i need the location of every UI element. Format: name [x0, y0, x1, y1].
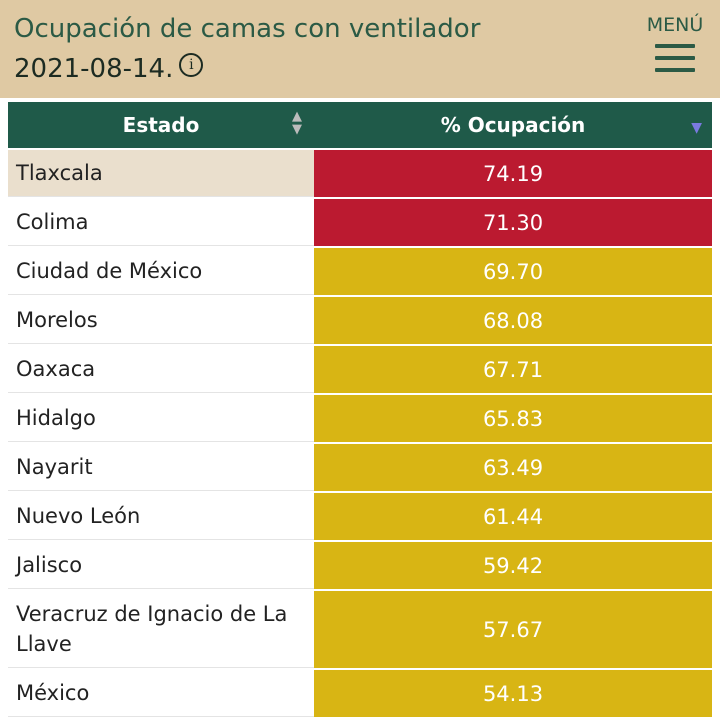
table-row[interactable]: Hidalgo 65.83 [8, 395, 712, 442]
column-label: Estado [122, 113, 200, 137]
table-row[interactable]: Morelos 68.08 [8, 297, 712, 344]
ocupacion-cell: 68.08 [314, 297, 712, 344]
ocupacion-cell: 61.44 [314, 493, 712, 540]
menu-label: MENÚ [646, 14, 704, 36]
sort-both-icon[interactable]: ▲ ▼ [292, 109, 302, 137]
estado-cell: Ciudad de México [8, 248, 314, 295]
table-row[interactable]: Veracruz de Ignacio de La Llave 57.67 [8, 591, 712, 668]
report-date: 2021-08-14. [14, 54, 174, 84]
estado-cell: México [8, 670, 314, 717]
ocupacion-cell: 67.71 [314, 346, 712, 393]
ocupacion-cell: 71.30 [314, 199, 712, 246]
ocupacion-cell: 74.19 [314, 150, 712, 197]
sort-descending-icon[interactable]: ▼ [691, 120, 702, 136]
date-line: 2021-08-14. i [14, 52, 204, 86]
hamburger-icon [655, 44, 695, 72]
ocupacion-cell: 59.42 [314, 542, 712, 589]
table-row[interactable]: Colima 71.30 [8, 199, 712, 246]
table-row[interactable]: Jalisco 59.42 [8, 542, 712, 589]
ocupacion-cell: 57.67 [314, 591, 712, 668]
table-row[interactable]: Nayarit 63.49 [8, 444, 712, 491]
estado-cell: Colima [8, 199, 314, 246]
table-row[interactable]: Nuevo León 61.44 [8, 493, 712, 540]
menu-button[interactable]: MENÚ [644, 14, 706, 80]
info-icon[interactable]: i [179, 53, 204, 77]
estado-cell: Hidalgo [8, 395, 314, 442]
estado-cell: Oaxaca [8, 346, 314, 393]
column-header-estado[interactable]: Estado ▲ ▼ [8, 102, 314, 148]
ocupacion-cell: 69.70 [314, 248, 712, 295]
table-row[interactable]: México 54.13 [8, 670, 712, 717]
occupancy-table: Estado ▲ ▼ % Ocupación ▼ Tlaxcala 74.19 Colim… [8, 100, 712, 719]
ocupacion-cell: 65.83 [314, 395, 712, 442]
ocupacion-cell: 63.49 [314, 444, 712, 491]
estado-cell: Nuevo León [8, 493, 314, 540]
page-title: Ocupación de camas con ventilador [14, 14, 481, 44]
column-label: % Ocupación [440, 113, 586, 137]
ocupacion-cell: 54.13 [314, 670, 712, 717]
page-header: Ocupación de camas con ventilador 2021-0… [0, 0, 720, 98]
estado-cell: Morelos [8, 297, 314, 344]
estado-cell: Jalisco [8, 542, 314, 589]
estado-cell: Nayarit [8, 444, 314, 491]
table-row[interactable]: Oaxaca 67.71 [8, 346, 712, 393]
table-row[interactable]: Ciudad de México 69.70 [8, 248, 712, 295]
estado-cell: Tlaxcala [8, 150, 314, 197]
table-row[interactable]: Tlaxcala 74.19 [8, 150, 712, 197]
column-header-ocupacion[interactable]: % Ocupación ▼ [314, 102, 712, 148]
estado-cell: Veracruz de Ignacio de La Llave [8, 591, 314, 668]
